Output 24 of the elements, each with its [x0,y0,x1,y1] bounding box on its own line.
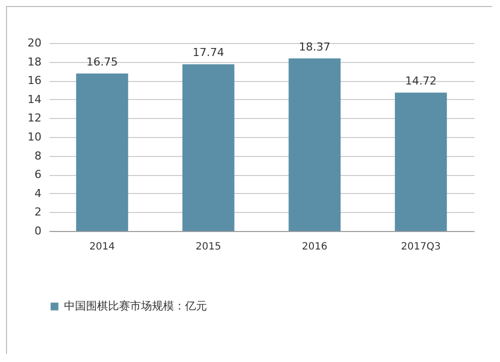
y-tick-label: 8 [34,149,42,162]
y-tick-label: 20 [28,36,42,50]
bar [76,74,128,231]
y-tick-label: 0 [34,224,42,238]
data-label: 14.72 [405,74,437,88]
y-tick-label: 16 [28,74,42,88]
bar [182,64,234,231]
y-tick-label: 2 [34,206,42,219]
y-tick-label: 18 [28,55,42,68]
y-tick-label: 12 [28,112,42,125]
y-tick-label: 6 [34,168,42,182]
data-label: 18.37 [298,40,330,54]
y-tick-label: 14 [28,92,42,106]
legend-label: 中国围棋比赛市场规模：亿元 [64,300,207,312]
bar [288,58,341,231]
x-tick-label: 2016 [302,242,328,252]
data-label: 17.74 [192,46,224,60]
x-tick-label: 2014 [89,242,115,252]
x-tick-label: 2015 [196,242,222,252]
bar [394,92,447,231]
x-tick-label: 2017Q3 [401,242,441,252]
data-label: 16.75 [86,56,118,69]
y-tick-label: 4 [34,186,42,200]
y-tick-label: 10 [28,130,42,144]
